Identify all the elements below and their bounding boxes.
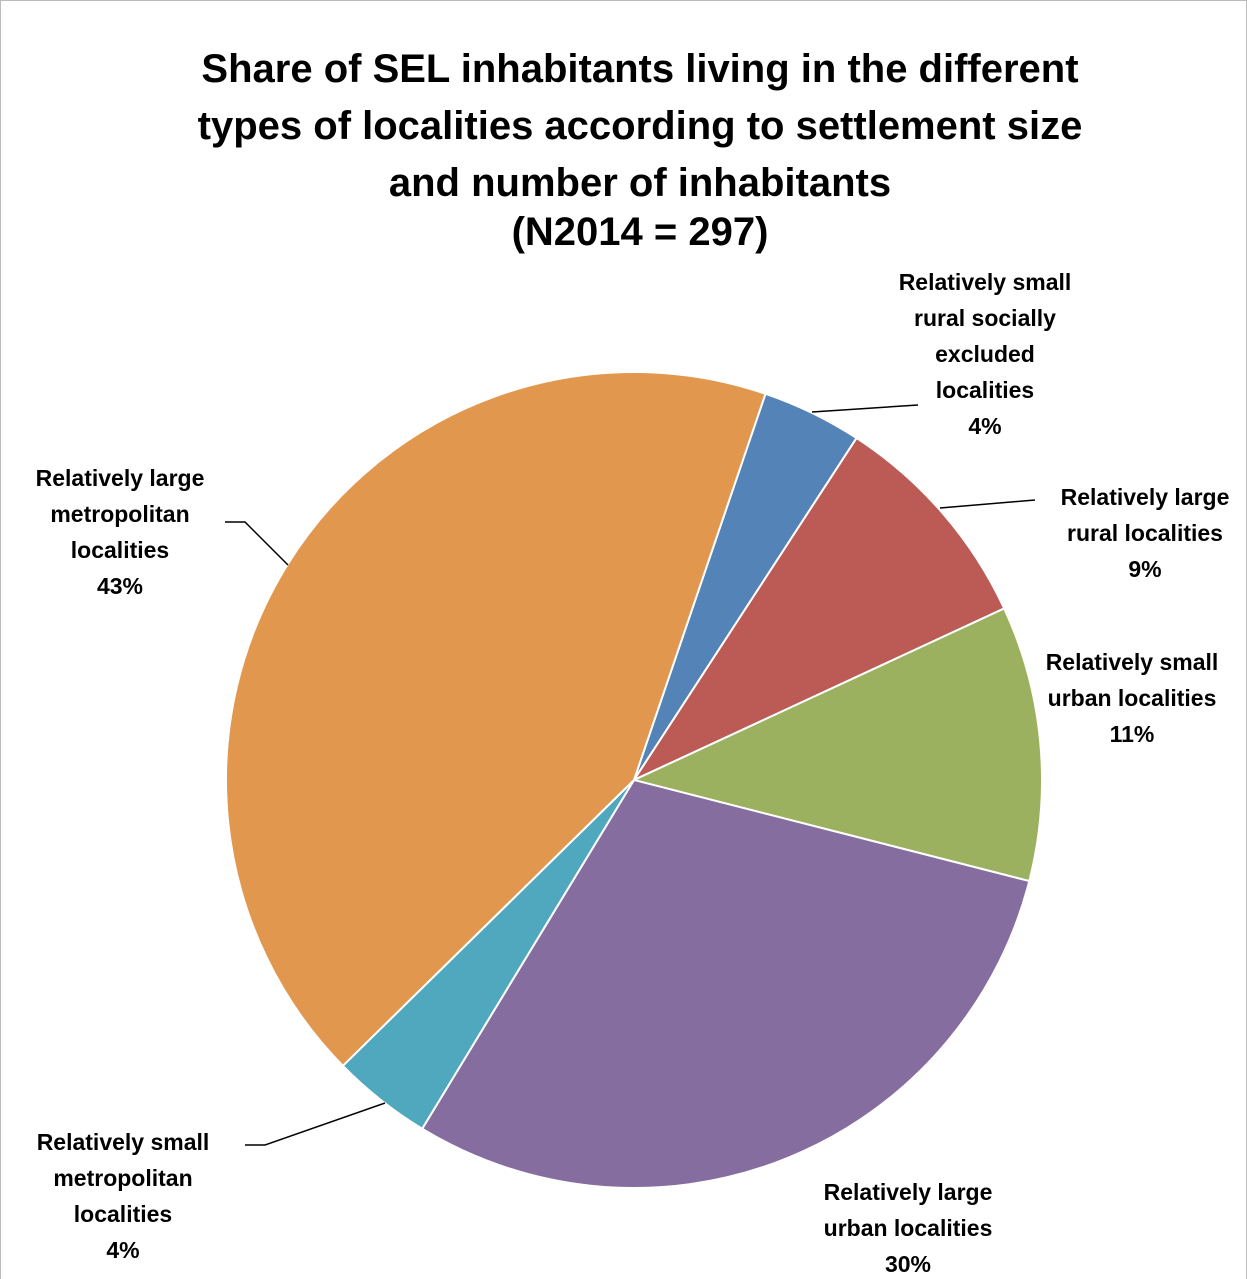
pie-slice xyxy=(631,436,1006,783)
leader-line xyxy=(939,499,1036,509)
leader-line xyxy=(225,521,289,566)
pie-slice xyxy=(225,371,767,1068)
value-label: 4% xyxy=(106,1237,139,1263)
category-label: Relatively small rural socially excluded lo… xyxy=(899,269,1072,403)
pie-slice xyxy=(631,607,1043,883)
value-label: 30% xyxy=(885,1251,931,1277)
value-label: 11% xyxy=(1110,721,1155,747)
value-label: 4% xyxy=(968,413,1001,439)
category-label: Relatively large urban localities xyxy=(824,1179,993,1241)
pie-slice xyxy=(420,778,1031,1189)
value-label: 43% xyxy=(97,573,143,599)
category-label: Relatively small urban localities xyxy=(1046,649,1219,711)
leader-line xyxy=(811,404,919,413)
category-label: Relatively small metropolitan localities xyxy=(37,1129,210,1227)
chart-title: Share of SEL inhabitants living in the d… xyxy=(198,47,1083,205)
category-label: Relatively large metropolitan localities xyxy=(36,465,205,563)
value-label: 9% xyxy=(1128,556,1161,582)
chart-subtitle: (N2014 = 297) xyxy=(512,210,769,254)
leader-line xyxy=(245,1102,386,1146)
category-label: Relatively large rural localities xyxy=(1061,484,1230,546)
